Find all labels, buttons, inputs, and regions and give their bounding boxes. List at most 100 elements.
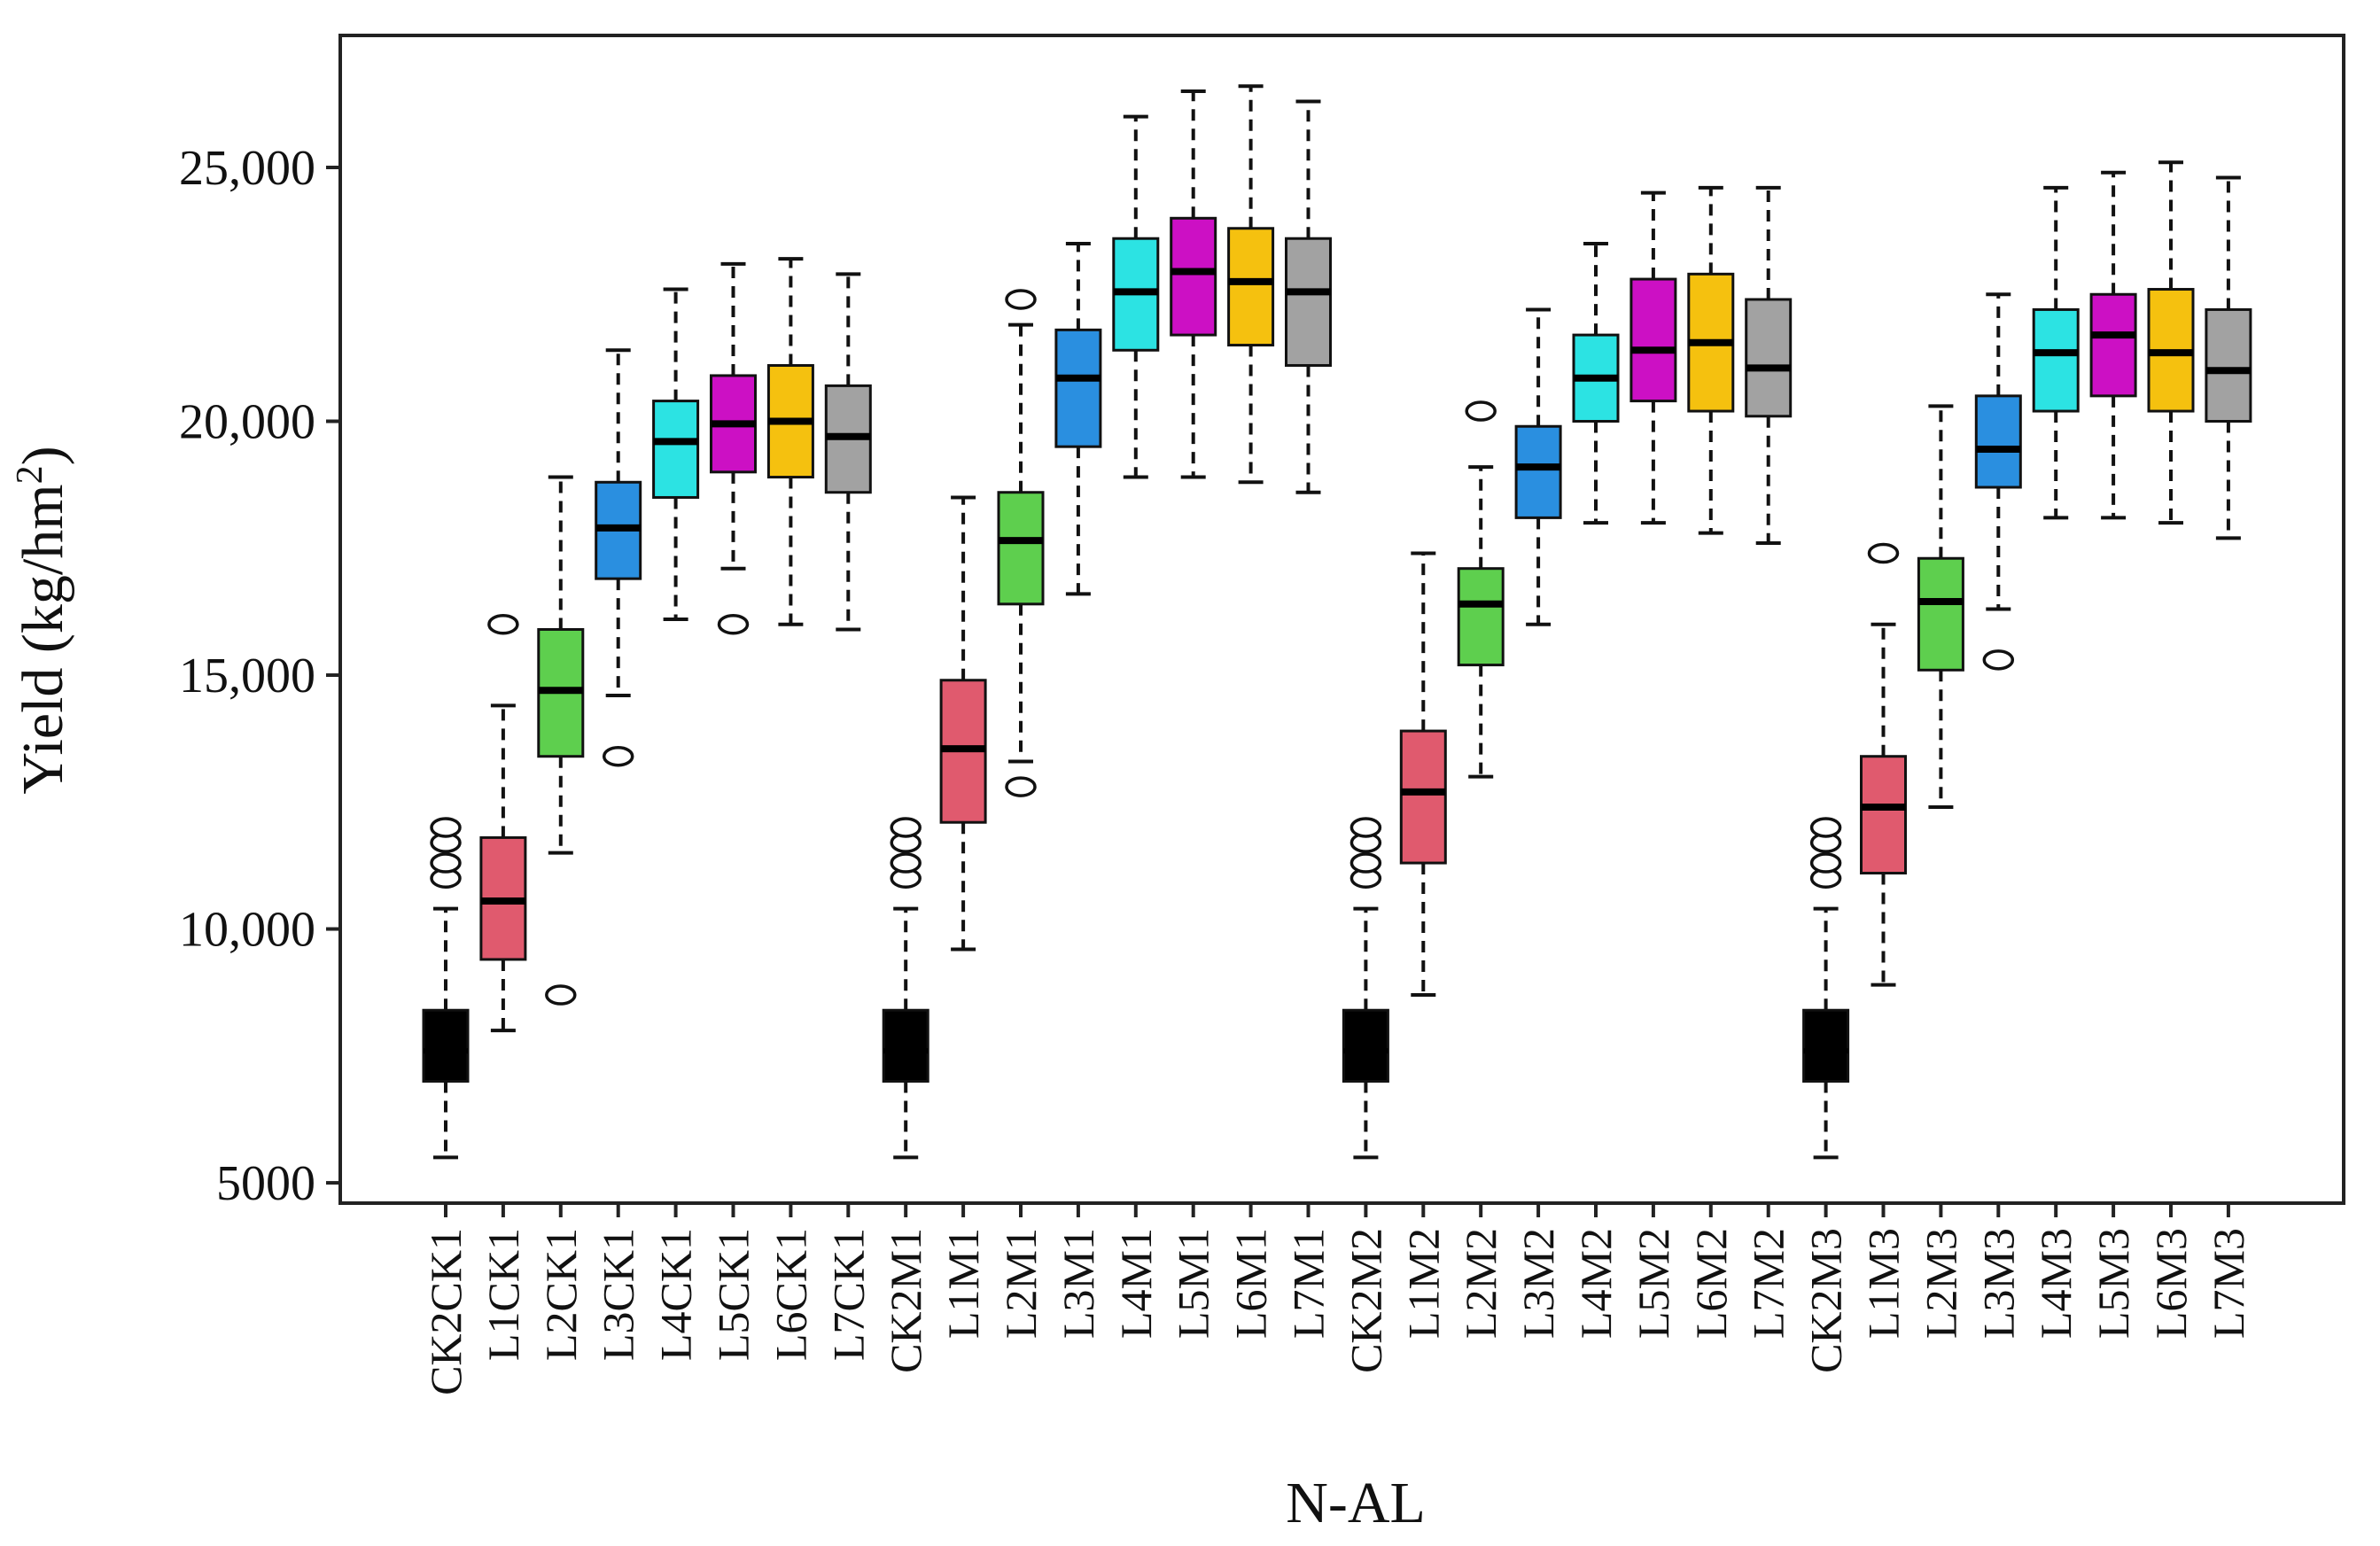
box-group-l7m3 — [2205, 175, 2252, 540]
box-iqr — [1342, 1008, 1389, 1083]
outlier-point — [545, 984, 577, 1006]
outlier-point — [1867, 542, 1900, 564]
box-group-l6m1 — [1227, 84, 1275, 485]
box-group-l6m2 — [1687, 185, 1735, 535]
outlier-point — [602, 745, 634, 767]
box-iqr — [1917, 556, 1964, 672]
box-iqr — [1745, 298, 1793, 418]
box-group-l5ck1 — [710, 261, 757, 635]
box-iqr — [2205, 307, 2252, 423]
outlier-point — [1465, 400, 1497, 422]
outlier-point — [1809, 817, 1842, 838]
box-iqr — [1227, 227, 1275, 347]
x-tick-label-ck2m1: CK2M1 — [881, 1228, 930, 1373]
box-group-l5m3 — [2089, 170, 2137, 520]
x-tick-label-l3ck1: L3CK1 — [594, 1228, 643, 1361]
x-tick-label-l1m2: L1M2 — [1398, 1228, 1448, 1339]
x-tick-label-l4m2: L4M2 — [1571, 1228, 1621, 1339]
x-tick-label-l4ck1: L4CK1 — [651, 1228, 701, 1361]
outlier-point — [1349, 817, 1382, 838]
box-group-l4m3 — [2032, 185, 2080, 520]
x-tick-label-l1m3: L1M3 — [1859, 1228, 1909, 1339]
box-iqr — [1054, 328, 1102, 448]
box-iqr — [1629, 277, 1677, 403]
y-axis-title-main: Yield (kg/hm — [11, 484, 75, 794]
outlier-point — [487, 613, 519, 635]
x-tick-label-l2m1: L2M1 — [996, 1228, 1046, 1339]
box-iqr — [2089, 292, 2137, 398]
box-group-l3ck1 — [595, 348, 642, 767]
box-group-l5m2 — [1629, 190, 1677, 525]
box-group-l4m2 — [1572, 241, 1620, 525]
box-group-ck2m1 — [882, 817, 929, 1160]
x-tick-label-l5m3: L5M3 — [2088, 1228, 2138, 1339]
x-tick-label-l5m2: L5M2 — [1629, 1228, 1678, 1339]
outlier-point — [430, 852, 462, 874]
box-group-l3m2 — [1514, 307, 1562, 626]
x-tick-label-l4m1: L4M1 — [1111, 1228, 1161, 1339]
box-group-l2m2 — [1457, 400, 1505, 779]
box-group-l3m1 — [1054, 241, 1102, 596]
x-axis: CK2CK1 L1CK1 L2CK1 L3CK1 L4CK1 L5CK1 L6CK1 L7CK… — [421, 1203, 2253, 1395]
x-tick-label-l6m1: L6M1 — [1226, 1228, 1276, 1339]
x-tick-label-l6m3: L6M3 — [2146, 1228, 2196, 1339]
y-axis-title-sup: 2 — [10, 465, 51, 484]
box-iqr — [1974, 394, 2022, 489]
box-group-l2m3 — [1917, 404, 1964, 810]
box-group-ck2m3 — [1802, 817, 1850, 1160]
box-group-l7ck1 — [824, 272, 872, 632]
box-iqr — [1514, 424, 1562, 519]
box-iqr — [1802, 1008, 1850, 1083]
plot-marks — [422, 84, 2252, 1160]
box-iqr — [1399, 729, 1447, 865]
box-group-l3m3 — [1974, 292, 2022, 671]
y-axis-title: Yield (kg/hm2) — [10, 446, 75, 794]
x-tick-label-l5m1: L5M1 — [1169, 1228, 1218, 1339]
outlier-point — [1005, 289, 1037, 310]
y-axis: 5000 10,000 15,000 20,000 25,000 — [179, 141, 340, 1211]
box-iqr — [422, 1008, 470, 1083]
box-group-l2ck1 — [537, 475, 585, 1006]
x-tick-label-l7m2: L7M2 — [1744, 1228, 1793, 1339]
y-tick-label: 15,000 — [179, 649, 315, 703]
x-tick-label-l3m1: L3M1 — [1054, 1228, 1103, 1339]
box-group-l7m1 — [1285, 99, 1332, 494]
box-iqr — [1457, 567, 1505, 667]
x-tick-label-l6m2: L6M2 — [1686, 1228, 1736, 1339]
box-iqr — [652, 400, 700, 499]
x-tick-label-l7m3: L7M3 — [2204, 1228, 2253, 1339]
box-group-l1m3 — [1860, 542, 1907, 987]
box-iqr — [882, 1008, 929, 1083]
box-iqr — [1170, 216, 1217, 337]
x-tick-label-l7m1: L7M1 — [1284, 1228, 1334, 1339]
box-group-l1m2 — [1399, 551, 1447, 998]
x-tick-label-l2ck1: L2CK1 — [536, 1228, 586, 1361]
outlier-point — [1982, 649, 2015, 671]
box-group-l4m1 — [1112, 114, 1160, 479]
outlier-point — [717, 613, 750, 635]
outlier-point — [430, 817, 462, 838]
outlier-point — [890, 852, 922, 874]
x-tick-label-ck2m2: CK2M2 — [1341, 1228, 1390, 1373]
x-tick-label-l5ck1: L5CK1 — [709, 1228, 758, 1361]
box-iqr — [2032, 307, 2080, 413]
box-group-l7m2 — [1745, 185, 1793, 546]
plot-frame — [338, 34, 2345, 1205]
y-tick-label: 20,000 — [179, 395, 315, 450]
x-tick-label-l1m1: L1M1 — [938, 1228, 988, 1339]
x-tick-label-l6ck1: L6CK1 — [766, 1228, 815, 1361]
box-group-l6m3 — [2147, 160, 2195, 525]
x-tick-label-l3m3: L3M3 — [1973, 1228, 2023, 1339]
x-tick-label-l1ck1: L1CK1 — [478, 1228, 528, 1361]
x-axis-title: N-AL — [1286, 1471, 1426, 1535]
x-tick-label-l2m3: L2M3 — [1916, 1228, 1965, 1339]
box-group-ck2m2 — [1342, 817, 1389, 1160]
outlier-point — [890, 817, 922, 838]
x-tick-label-l3m2: L3M2 — [1513, 1228, 1563, 1339]
box-iqr — [1860, 755, 1907, 875]
y-axis-title-close: ) — [11, 446, 75, 465]
box-iqr — [1285, 237, 1332, 367]
box-group-l5m1 — [1170, 89, 1217, 479]
box-iqr — [997, 491, 1045, 606]
x-tick-label-ck2m3: CK2M3 — [1801, 1228, 1851, 1373]
